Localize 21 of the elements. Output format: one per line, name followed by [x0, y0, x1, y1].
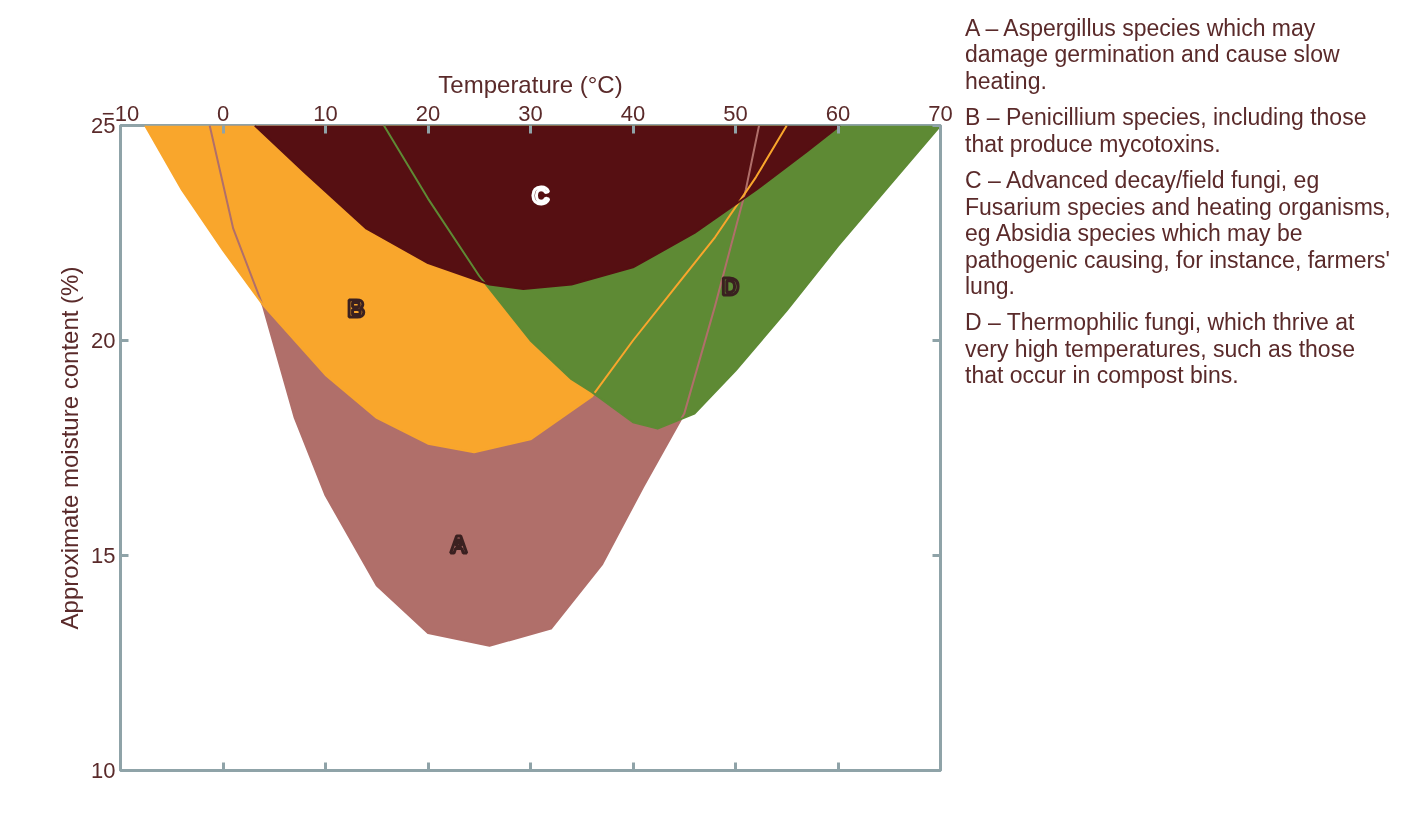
x-tick-label: 40 [620, 100, 646, 126]
text: D – Thermophilic fungi, which thrive at very high temperatures, such as those that occur in compost bins. [965, 309, 1356, 389]
x-tick-label: 0 [216, 100, 230, 126]
x-axis-title: Temperature (°C) [438, 70, 623, 98]
y-tick-label: 15 [91, 543, 116, 568]
series-label: D [721, 273, 740, 301]
y-tick-label: 10 [91, 758, 116, 783]
y-tick-label: 20 [91, 328, 116, 353]
x-tick-label: 20 [415, 100, 441, 126]
x-tick-label: 30 [518, 100, 543, 126]
text: C – Advanced decay/field fungi, eg Fusarium species and heating organisms, eg Absidia species which may be pathogenic causing, for instance, farmers' lung. [965, 167, 1392, 300]
text: B [347, 294, 365, 322]
x-tick-label: 50 [723, 100, 748, 126]
x-tick-label: 10 [313, 100, 338, 126]
text: A – Aspergillus species which may damage germination and cause slow heating. [965, 15, 1341, 95]
x-tick-label: 70 [928, 100, 953, 126]
text: A [450, 531, 468, 559]
text: C [532, 181, 550, 209]
y-axis-title: Approximate moisture content (%) [56, 266, 84, 630]
text: B – Penicillium species, including those that produce mycotoxins. [965, 104, 1368, 158]
x-tick-label: 60 [825, 100, 851, 126]
